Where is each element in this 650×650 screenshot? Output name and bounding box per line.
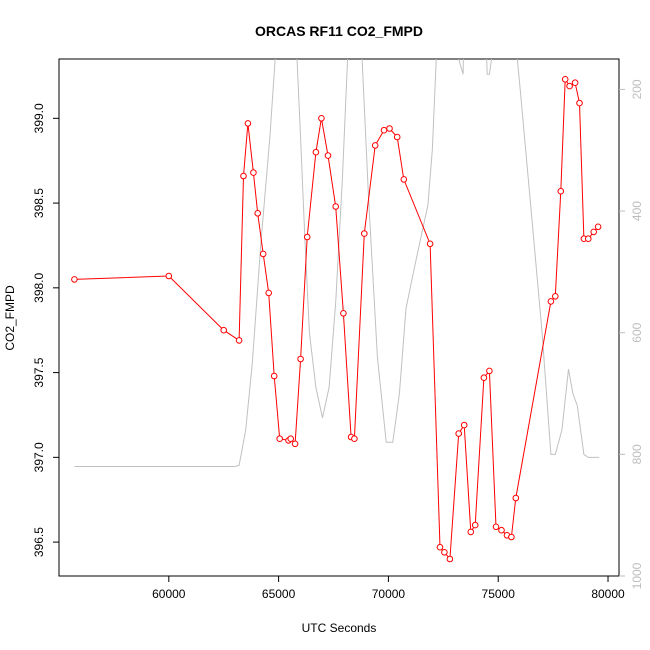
y2-tick-label: 800 xyxy=(630,444,644,464)
co2-point xyxy=(590,228,598,236)
y-tick-label: 397.0 xyxy=(32,442,46,472)
co2-point xyxy=(297,355,304,363)
co2-line xyxy=(74,77,599,561)
plot-frame xyxy=(58,58,620,577)
y-axis-left: 396.5 397.0 397.5 398.0 398.5 399.0 xyxy=(32,103,59,557)
y-tick-label: 397.5 xyxy=(32,357,46,387)
y2-tick-label: 1000 xyxy=(630,562,644,589)
co2-point xyxy=(332,203,340,210)
co2-point xyxy=(498,526,505,534)
co2-point xyxy=(318,115,325,122)
co2-point xyxy=(254,210,262,217)
co2-point xyxy=(436,543,444,551)
co2-point xyxy=(492,523,500,531)
co2-point xyxy=(380,126,388,134)
y2-tick-label: 600 xyxy=(630,322,644,342)
altitude-line xyxy=(74,59,600,467)
co2-point xyxy=(265,289,273,297)
co2-point xyxy=(312,148,320,156)
co2-point xyxy=(455,430,463,437)
co2-point xyxy=(400,176,408,183)
co2-point xyxy=(371,142,379,149)
co2-point xyxy=(486,367,493,375)
y-tick-label: 398.5 xyxy=(32,188,46,218)
co2-point xyxy=(552,293,559,300)
co2-point xyxy=(566,82,573,90)
co2-point xyxy=(340,310,347,317)
co2-point xyxy=(547,298,555,305)
co2-point xyxy=(557,187,565,195)
co2-point xyxy=(287,435,295,443)
co2-point xyxy=(426,240,434,248)
co2-point xyxy=(303,233,311,241)
y-tick-label: 399.0 xyxy=(32,103,46,133)
co2-point xyxy=(393,133,401,141)
co2-point xyxy=(471,521,479,529)
y-tick-label: 396.5 xyxy=(32,527,46,557)
co2-point xyxy=(571,79,579,86)
co2-point xyxy=(270,372,278,380)
co2-point xyxy=(480,374,488,382)
co2-point xyxy=(244,120,252,127)
co2-point xyxy=(235,337,243,344)
co2-point xyxy=(467,528,475,536)
x-tick-label: 65000 xyxy=(262,587,296,601)
co2-point xyxy=(351,435,358,443)
series-layer xyxy=(71,59,602,563)
x-tick-label: 60000 xyxy=(152,587,186,601)
co2-point xyxy=(240,172,247,180)
co2-point xyxy=(250,169,257,176)
co2-point xyxy=(220,326,227,334)
x-axis-label: UTC Seconds xyxy=(302,621,377,635)
co2-point xyxy=(259,250,267,258)
y-axis-label: CO2_FMPD xyxy=(3,285,17,351)
co2-point xyxy=(441,549,448,556)
co2-point xyxy=(165,272,173,280)
co2-point xyxy=(71,276,78,283)
co2-point xyxy=(561,76,569,83)
y-tick-label: 398.0 xyxy=(32,272,46,302)
chart-title: ORCAS RF11 CO2_FMPD xyxy=(255,23,423,39)
co2-point xyxy=(594,223,602,231)
co2-point xyxy=(576,99,583,107)
x-tick-label: 75000 xyxy=(482,587,516,601)
x-tick-label: 70000 xyxy=(372,587,406,601)
co2-point xyxy=(508,533,515,541)
y2-tick-label: 200 xyxy=(630,79,644,99)
y-axis-right: 200 400 600 800 1000 xyxy=(619,79,644,589)
co2-point xyxy=(276,435,284,443)
co2-point xyxy=(512,494,520,502)
co2-point xyxy=(324,152,332,159)
y2-tick-label: 400 xyxy=(630,201,644,221)
co2-point xyxy=(361,230,368,237)
co2-point xyxy=(291,440,299,448)
x-tick-label: 80000 xyxy=(591,587,625,601)
co2-point xyxy=(386,125,393,132)
co2-point xyxy=(585,235,592,242)
co2-point xyxy=(460,421,468,429)
co2-point xyxy=(446,555,454,563)
x-axis: 60000 65000 70000 75000 80000 xyxy=(152,576,625,601)
